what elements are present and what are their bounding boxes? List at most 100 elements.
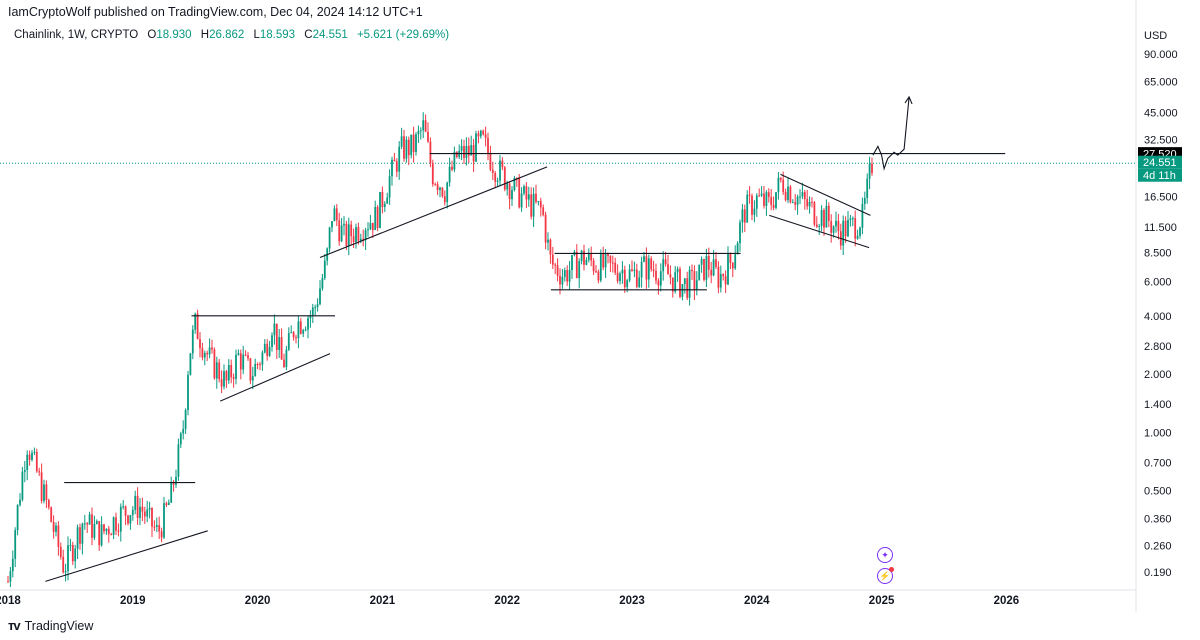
candle-body xyxy=(177,444,180,477)
candle-body xyxy=(124,506,127,516)
candle-body xyxy=(64,571,67,573)
candle-body xyxy=(311,307,314,316)
candle-body xyxy=(163,503,165,538)
candle-body xyxy=(297,321,300,339)
candle-body xyxy=(62,556,65,573)
candle-body xyxy=(640,261,643,278)
candle-body xyxy=(275,323,278,350)
currency-label[interactable]: USD xyxy=(1144,30,1168,42)
candle-body xyxy=(479,130,482,137)
candle-body xyxy=(203,352,206,358)
candle-body xyxy=(225,371,228,381)
candle-body xyxy=(587,253,590,260)
candle-body xyxy=(98,521,101,546)
candle-body xyxy=(335,208,338,221)
candle-body xyxy=(753,208,756,215)
candle-body xyxy=(525,186,528,200)
candle-body xyxy=(345,223,348,246)
candle-body xyxy=(767,192,770,198)
x-tick-label: 2021 xyxy=(370,595,396,607)
candle-body xyxy=(681,284,684,297)
candle-body xyxy=(391,159,393,177)
candle-body xyxy=(247,355,249,359)
bolt-icon[interactable]: ⚡ xyxy=(877,567,894,584)
low-label: L xyxy=(253,29,260,41)
candle-body xyxy=(854,218,857,239)
candle-body xyxy=(158,525,161,532)
candle-body xyxy=(374,207,377,231)
candle-body xyxy=(799,196,801,198)
candle-body xyxy=(657,280,660,286)
candle-body xyxy=(67,545,69,572)
candle-body xyxy=(527,194,530,200)
candle-body xyxy=(477,133,480,137)
candle-body xyxy=(595,271,597,273)
candle-body xyxy=(273,323,276,336)
candle-body xyxy=(165,503,168,505)
candle-body xyxy=(739,222,741,244)
candle-body xyxy=(376,207,379,229)
candle-body xyxy=(350,224,353,237)
y-tick-label: 65.000 xyxy=(1144,76,1178,88)
candle-body xyxy=(729,253,732,263)
candle-body xyxy=(532,193,535,217)
candle-body xyxy=(655,270,657,281)
candle-body xyxy=(508,183,511,200)
brand-label: TradingView xyxy=(24,618,94,633)
candle-body xyxy=(57,525,60,547)
candle-body xyxy=(302,330,305,334)
candle-body xyxy=(513,178,516,191)
candle-body xyxy=(429,141,432,164)
candle-body xyxy=(16,504,19,531)
candle-body xyxy=(801,192,804,197)
y-tick-label: 1.400 xyxy=(1144,399,1172,411)
candle-body xyxy=(741,209,744,223)
candle-body xyxy=(559,275,561,285)
candle-body xyxy=(417,131,420,135)
candle-body xyxy=(669,274,672,278)
candle-body xyxy=(460,146,463,151)
candle-body xyxy=(362,238,365,240)
candle-body xyxy=(763,193,765,206)
candle-body xyxy=(775,192,777,208)
candle-body xyxy=(103,524,105,532)
candle-body xyxy=(407,139,410,156)
candle-body xyxy=(223,371,225,387)
candle-body xyxy=(398,146,401,172)
sparkle-icon[interactable]: ✦ xyxy=(877,547,893,563)
candle-body xyxy=(439,187,441,190)
candle-body xyxy=(38,471,41,473)
candle-body xyxy=(830,221,833,233)
price-badge-label: 4d 11h xyxy=(1143,170,1176,182)
candle-body xyxy=(422,120,425,131)
candle-body xyxy=(220,379,223,387)
candle-body xyxy=(849,218,852,220)
x-tick-label: 2020 xyxy=(245,595,271,607)
candle-body xyxy=(88,514,91,525)
candle-body xyxy=(614,262,617,273)
candle-body xyxy=(703,258,705,280)
candle-body xyxy=(779,177,782,180)
candle-body xyxy=(290,332,293,334)
price-badge-bg xyxy=(1138,155,1182,169)
candle-body xyxy=(851,218,854,220)
candle-body xyxy=(251,376,254,381)
published-line: IamCryptoWolf published on TradingView.c… xyxy=(8,5,423,19)
candle-body xyxy=(239,353,242,370)
candle-body xyxy=(379,192,381,229)
candle-body xyxy=(650,258,653,270)
candle-body xyxy=(765,192,768,206)
candle-body xyxy=(770,197,773,205)
candle-body xyxy=(818,225,821,227)
symbol-line[interactable]: Chainlink, 1W, CRYPTO xyxy=(14,29,139,41)
candle-body xyxy=(191,329,194,354)
candle-body xyxy=(47,500,50,508)
candle-body xyxy=(107,528,110,535)
tradingview-brand[interactable]: ᴛᴠ TradingView xyxy=(8,618,93,633)
candle-body xyxy=(115,517,117,531)
candle-body xyxy=(131,509,134,516)
candle-body xyxy=(52,521,55,532)
candle-body xyxy=(693,271,696,290)
candle-body xyxy=(712,259,715,276)
